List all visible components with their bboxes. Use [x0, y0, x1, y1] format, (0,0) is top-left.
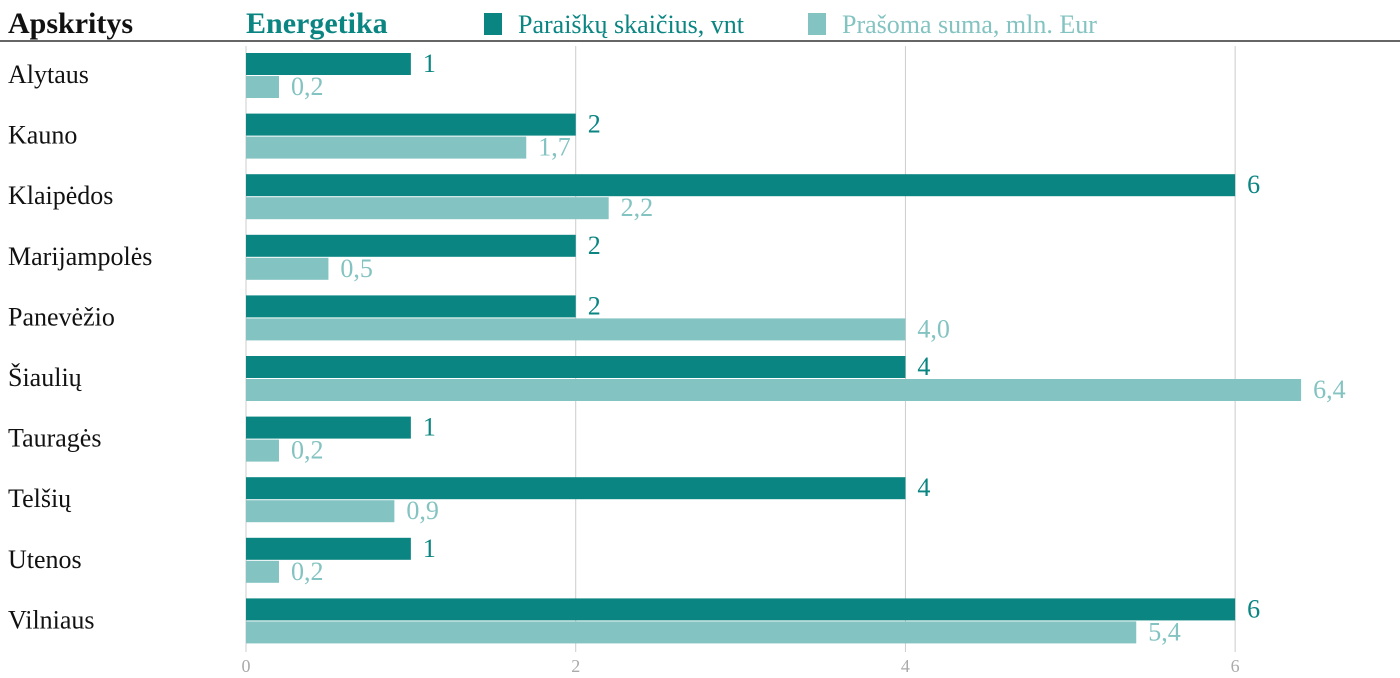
value-label: 2 — [588, 231, 601, 260]
bar — [246, 53, 411, 75]
bar — [246, 416, 411, 439]
value-label: 1 — [423, 534, 436, 563]
bar — [246, 234, 576, 257]
category-label: Kauno — [8, 121, 77, 150]
category-label: Šiaulių — [8, 363, 83, 392]
value-label: 1 — [423, 49, 436, 78]
value-label: 0,9 — [406, 496, 439, 525]
category-label: Telšių — [8, 484, 72, 513]
value-label: 0,2 — [291, 557, 324, 586]
bar — [246, 621, 1137, 644]
x-tick-label: 2 — [571, 656, 580, 676]
value-label: 4 — [917, 352, 930, 381]
value-label: 0,2 — [291, 72, 324, 101]
category-label: Alytaus — [8, 60, 89, 89]
bar — [246, 379, 1302, 401]
legend-label: Paraiškų skaičius, vnt — [518, 10, 745, 39]
bar — [246, 356, 906, 378]
value-label: 6,4 — [1313, 375, 1346, 404]
value-label: 2 — [588, 110, 601, 139]
bar — [246, 537, 411, 560]
bar — [246, 560, 279, 583]
legend-label: Prašoma suma, mln. Eur — [842, 10, 1097, 39]
category-label: Panevėžio — [8, 302, 115, 331]
bar — [246, 439, 279, 462]
value-label: 6 — [1247, 170, 1260, 199]
value-label: 5,4 — [1148, 617, 1181, 646]
value-label: 4,0 — [917, 314, 950, 343]
bar — [246, 257, 329, 280]
value-label: 1,7 — [538, 133, 571, 162]
legend-swatch — [808, 13, 826, 35]
bar — [246, 76, 279, 98]
category-label: Vilniaus — [8, 605, 95, 634]
value-label: 1 — [423, 413, 436, 442]
value-label: 2,2 — [621, 193, 654, 222]
category-header: Apskritys — [8, 7, 133, 40]
bar — [246, 500, 395, 523]
bar — [246, 295, 576, 318]
x-tick-label: 6 — [1231, 656, 1240, 676]
value-label: 0,2 — [291, 436, 324, 465]
category-label: Utenos — [8, 545, 82, 574]
bar — [246, 197, 609, 220]
chart-title: Energetika — [246, 7, 388, 40]
value-label: 4 — [917, 473, 930, 502]
value-label: 0,5 — [340, 254, 373, 283]
x-tick-label: 4 — [901, 656, 910, 676]
bar — [246, 477, 906, 500]
bar — [246, 318, 906, 341]
x-tick-label: 0 — [242, 656, 251, 676]
category-label: Klaipėdos — [8, 181, 113, 210]
bar — [246, 136, 527, 159]
legend-swatch — [484, 13, 502, 35]
value-label: 6 — [1247, 594, 1260, 623]
bar — [246, 598, 1236, 621]
value-label: 2 — [588, 291, 601, 320]
category-label: Marijampolės — [8, 242, 152, 271]
bar — [246, 174, 1236, 197]
category-label: Tauragės — [8, 424, 101, 453]
bar — [246, 113, 576, 136]
